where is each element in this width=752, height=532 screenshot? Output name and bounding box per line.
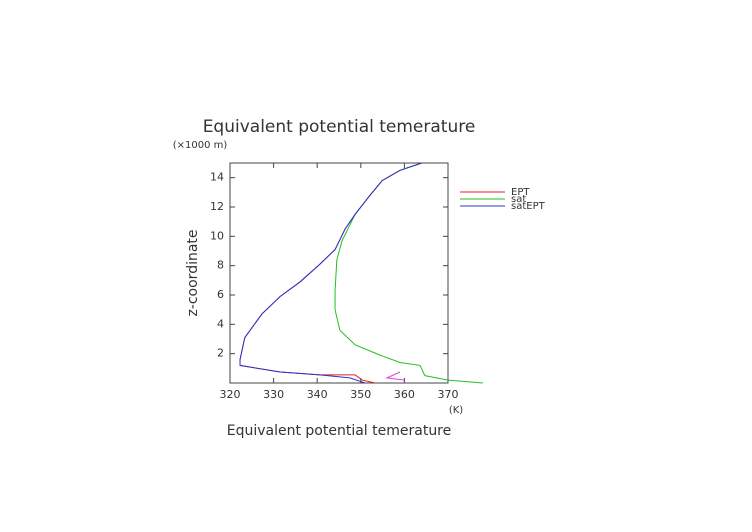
- legend-label: sat: [511, 194, 526, 205]
- chart-title: Equivalent potential temerature: [203, 117, 476, 137]
- y-tick-label: 10: [210, 229, 224, 242]
- y-tick-label: 2: [217, 347, 224, 360]
- x-tick-label: 360: [394, 388, 415, 401]
- x-tick-label: 330: [263, 388, 284, 401]
- legend-label: EPT: [511, 187, 530, 198]
- y-tick-label: 8: [217, 259, 224, 272]
- plot-frame: [229, 162, 449, 384]
- x-tick-label: 340: [307, 388, 328, 401]
- y-axis-label: z-coordinate: [185, 229, 201, 316]
- series-line: [239, 162, 422, 384]
- x-tick-label: 370: [438, 388, 459, 401]
- series-line: [385, 371, 405, 381]
- series-line: [334, 162, 483, 384]
- y-tick-label: 6: [217, 288, 224, 301]
- y-tick-label: 14: [210, 171, 224, 184]
- series-line: [239, 162, 422, 384]
- x-axis-label: Equivalent potential temerature: [227, 423, 452, 439]
- x-unit: (K): [449, 405, 463, 416]
- x-tick-label: 320: [220, 388, 241, 401]
- x-tick-label: 350: [350, 388, 371, 401]
- legend-label: satEPT: [511, 201, 546, 212]
- y-tick-label: 12: [210, 200, 224, 213]
- y-unit: (×1000 m): [173, 140, 228, 151]
- y-tick-label: 4: [217, 317, 224, 330]
